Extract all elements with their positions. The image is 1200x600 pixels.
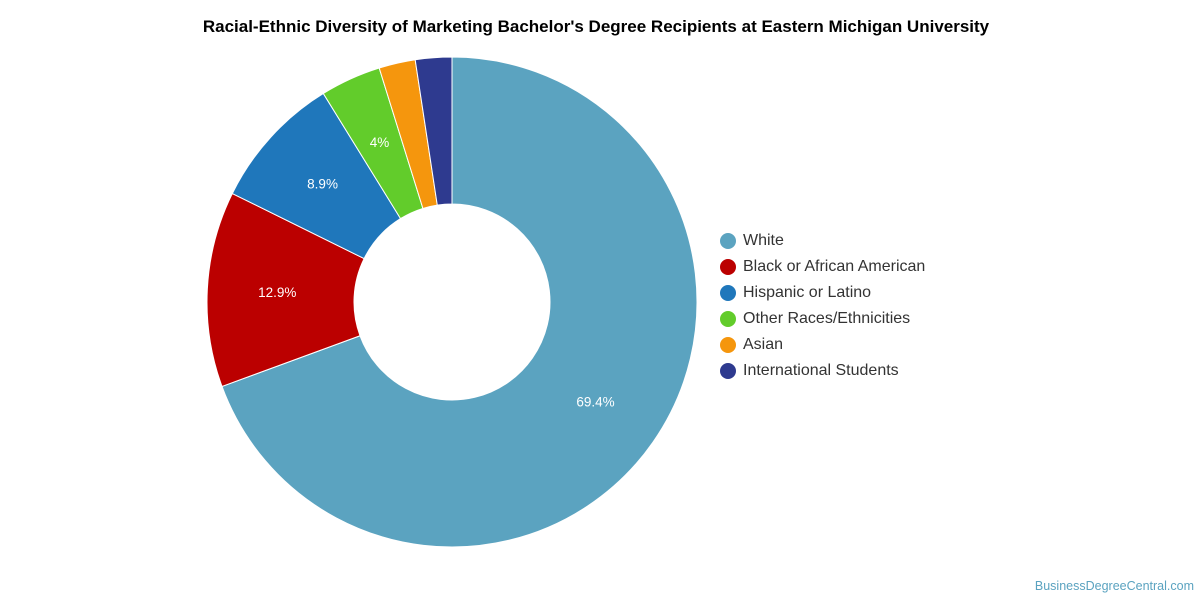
donut-slice-international-students[interactable] [414, 56, 453, 206]
chart-legend: White Black or African American Hispanic o… [720, 228, 925, 384]
legend-label: Hispanic or Latino [743, 284, 872, 301]
slice-label: 69.4% [576, 395, 614, 410]
slice-label: 12.9% [258, 285, 296, 300]
legend-label: Black or African American [743, 258, 926, 275]
legend-label: International Students [743, 362, 899, 379]
legend-swatch-icon [720, 363, 736, 379]
legend-item[interactable]: Hispanic or Latino [720, 280, 925, 306]
legend-item[interactable]: Asian [720, 332, 925, 358]
legend-swatch-icon [720, 285, 736, 301]
legend-item[interactable]: Other Races/Ethnicities [720, 306, 925, 332]
donut-slice-black-or-african-american[interactable] [206, 192, 365, 388]
legend-label: Asian [743, 336, 784, 353]
donut-slice-white[interactable] [221, 56, 698, 548]
legend-swatch-icon [720, 337, 736, 353]
chart-title: Racial-Ethnic Diversity of Marketing Bac… [202, 17, 990, 36]
slice-label: 4% [370, 135, 390, 150]
legend-item[interactable]: International Students [720, 358, 925, 384]
watermark-link[interactable]: BusinessDegreeCentral.com [1034, 579, 1194, 593]
legend-label: Other Races/Ethnicities [743, 310, 911, 327]
slice-label: 8.9% [307, 177, 338, 192]
legend-swatch-icon [720, 233, 736, 249]
legend-swatch-icon [720, 311, 736, 327]
legend-swatch-icon [720, 259, 736, 275]
legend-item[interactable]: White [720, 228, 925, 254]
legend-item[interactable]: Black or African American [720, 254, 925, 280]
legend-label: White [743, 232, 784, 249]
